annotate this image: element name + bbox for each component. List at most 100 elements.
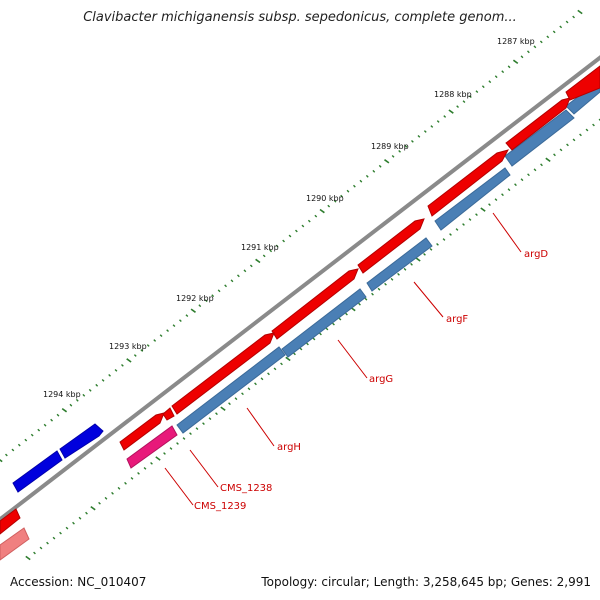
gene-argF[interactable] (357, 218, 425, 274)
tick-mark (481, 85, 485, 89)
tick-mark (545, 157, 551, 163)
tick-mark (501, 70, 505, 74)
tick-mark (327, 204, 331, 208)
gene-other-2[interactable] (59, 423, 104, 459)
tick-label-1291: 1291 kbp (241, 243, 279, 252)
accession-text: Accession: NC_010407 (10, 575, 147, 589)
tick-mark (346, 189, 350, 193)
tick-mark (390, 277, 394, 281)
tick-mark (176, 442, 179, 445)
tick-mark (507, 65, 511, 69)
tick-mark (155, 456, 161, 461)
tick-mark (307, 219, 311, 223)
tick-mark (398, 150, 401, 153)
tick-mark (243, 269, 247, 273)
tick-mark (230, 279, 234, 283)
tick-mark (255, 258, 261, 264)
page-title: Clavibacter michiganensis subsp. sepedon… (83, 10, 517, 25)
gene-argH-reverse[interactable] (176, 346, 286, 434)
tick-mark (372, 169, 376, 173)
gene-forward-2[interactable] (565, 65, 600, 101)
genome-summary-text: Topology: circular; Length: 3,258,645 bp… (261, 575, 591, 589)
tick-mark (598, 118, 600, 121)
tick-mark (190, 308, 196, 313)
tick-mark (234, 397, 238, 401)
tick-mark (436, 120, 440, 123)
tick-mark (150, 462, 153, 465)
gene-argF-reverse[interactable] (366, 237, 433, 292)
tick-mark (254, 382, 257, 386)
gene-argD-reverse[interactable] (434, 167, 511, 231)
tick-mark (338, 317, 342, 321)
gene-forward-3[interactable] (119, 412, 165, 451)
tick-mark (247, 387, 251, 391)
tick-mark (56, 413, 60, 417)
leader-argH (246, 407, 275, 447)
tick-mark (299, 347, 303, 351)
tick-mark (462, 223, 465, 226)
tick-mark (33, 551, 36, 555)
tick-mark (553, 153, 556, 157)
tick-mark (559, 148, 563, 152)
tick-mark (527, 173, 530, 177)
gene-forward-4[interactable] (0, 508, 21, 535)
gene-argG-reverse[interactable] (281, 288, 367, 358)
tick-mark (241, 392, 244, 396)
tick-mark (25, 555, 31, 561)
tick-mark (95, 383, 99, 387)
tick-mark (101, 379, 105, 382)
tick-mark (488, 80, 492, 84)
tick-label-1287: 1287 kbp (497, 37, 535, 46)
forward-strand-genes (0, 65, 600, 535)
tick-mark (488, 203, 491, 206)
tick-mark (533, 45, 537, 49)
tick-mark (133, 354, 137, 357)
gene-CMS_1239[interactable] (126, 425, 178, 469)
tick-mark (436, 243, 439, 246)
tick-mark (306, 342, 309, 346)
gene-label-argG[interactable]: argG (369, 374, 393, 385)
tick-mark (456, 105, 459, 108)
tick-mark (585, 128, 589, 132)
tick-mark (195, 427, 199, 430)
gene-faded[interactable] (0, 527, 30, 561)
tick-mark (39, 546, 43, 550)
gene-forward-1[interactable] (505, 97, 571, 151)
tick-mark (462, 100, 466, 103)
tick-mark (325, 327, 329, 331)
gene-argG[interactable] (271, 268, 359, 340)
tick-mark (345, 312, 348, 316)
gene-reverse-1[interactable] (504, 109, 575, 167)
tick-mark (260, 377, 264, 381)
tick-mark (61, 407, 68, 413)
gene-argH[interactable] (171, 332, 275, 415)
gene-argD[interactable] (427, 149, 510, 217)
tick-mark (520, 55, 524, 59)
tick-mark (137, 472, 140, 475)
gene-label-CMS_1239[interactable]: CMS_1239 (194, 501, 246, 512)
tick-mark (468, 218, 472, 221)
tick-mark (72, 521, 75, 525)
gene-label-argD[interactable]: argD (524, 249, 548, 260)
gene-label-argH[interactable]: argH (277, 442, 301, 453)
tick-mark (217, 289, 221, 293)
gene-label-argF[interactable]: argF (446, 314, 468, 325)
tick-mark (442, 238, 446, 241)
tick-mark (314, 214, 318, 218)
gene-other-1[interactable] (12, 450, 63, 493)
tick-mark (371, 292, 374, 296)
tick-mark (565, 20, 569, 24)
tick-mark (215, 412, 218, 416)
gene-label-CMS_1238[interactable]: CMS_1238 (220, 483, 272, 494)
tick-mark (501, 193, 504, 197)
gene-CMS_1238[interactable] (162, 407, 175, 421)
tick-mark (429, 248, 433, 251)
tick-mark (88, 388, 92, 392)
tick-mark (430, 125, 434, 128)
tick-mark (285, 356, 291, 362)
label-leaders (164, 212, 522, 506)
tick-mark (449, 233, 452, 236)
tick-mark (185, 314, 189, 317)
